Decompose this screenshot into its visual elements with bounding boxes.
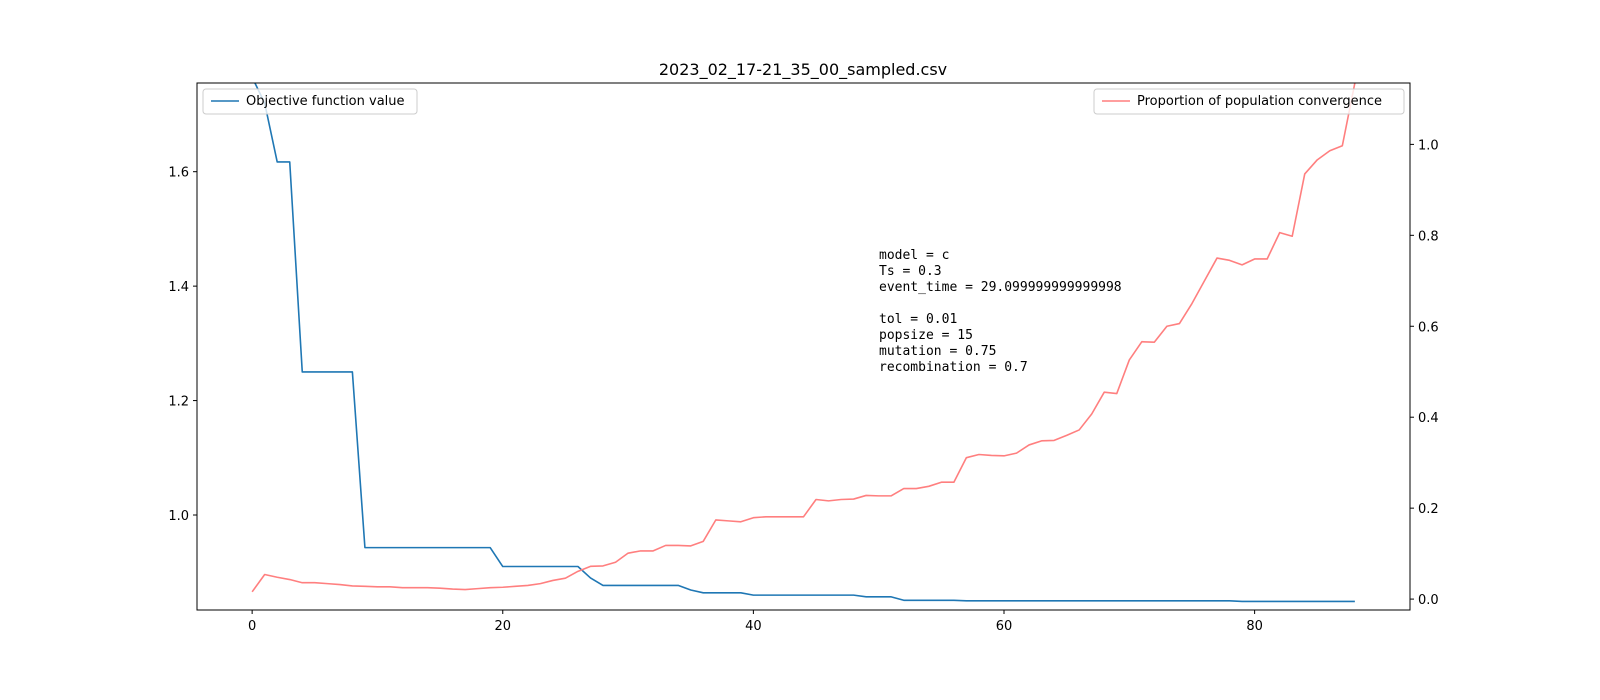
plot-background [197, 83, 1410, 610]
y-tick-label: 1.4 [168, 280, 189, 295]
x-tick-label: 20 [494, 619, 511, 634]
x-tick-label: 0 [248, 619, 256, 634]
y-axis-right: 0.0 0.2 0.4 0.6 0.8 1.0 [1410, 138, 1439, 608]
y-tick-label: 1.6 [168, 166, 189, 181]
legend-box-left [202, 88, 418, 115]
y2-tick-label: 1.0 [1418, 138, 1439, 153]
annotation-line: model = c [879, 248, 949, 263]
annotation-line: mutation = 0.75 [879, 344, 996, 359]
annotation-line: recombination = 0.7 [879, 360, 1028, 375]
legend-objective: Objective function value [202, 88, 418, 115]
annotation-line: tol = 0.01 [879, 312, 957, 327]
annotation-line: popsize = 15 [879, 328, 973, 343]
y-axis-left: 1.0 1.2 1.4 1.6 [168, 166, 197, 524]
x-axis: 0 20 40 60 80 [248, 610, 1263, 634]
legend-label-convergence: Proportion of population convergence [1137, 94, 1382, 109]
series-line-convergence [251, 83, 1356, 593]
x-tick-label: 40 [745, 619, 762, 634]
chart-title: 2023_02_17-21_35_00_sampled.csv [659, 60, 947, 80]
annotation-line: Ts = 0.3 [879, 264, 942, 279]
plot-frame [196, 82, 1411, 611]
series-line-objective [254, 83, 1355, 603]
y2-tick-label: 0.4 [1418, 411, 1439, 426]
plot-area [196, 82, 1411, 611]
legend-box-right [1093, 88, 1405, 115]
y-tick-label: 1.0 [168, 509, 189, 524]
annotation-line: event_time = 29.099999999999998 [879, 280, 1122, 295]
x-tick-label: 60 [996, 619, 1013, 634]
y-tick-label: 1.2 [168, 395, 189, 410]
legend-label-objective: Objective function value [246, 94, 405, 109]
y2-tick-label: 0.0 [1418, 593, 1439, 608]
y2-tick-label: 0.2 [1418, 502, 1439, 517]
y2-tick-label: 0.8 [1418, 229, 1439, 244]
y2-tick-label: 0.6 [1418, 320, 1439, 335]
x-tick-label: 80 [1246, 619, 1263, 634]
legend-convergence: Proportion of population convergence [1093, 88, 1405, 115]
series-lines [251, 83, 1356, 603]
